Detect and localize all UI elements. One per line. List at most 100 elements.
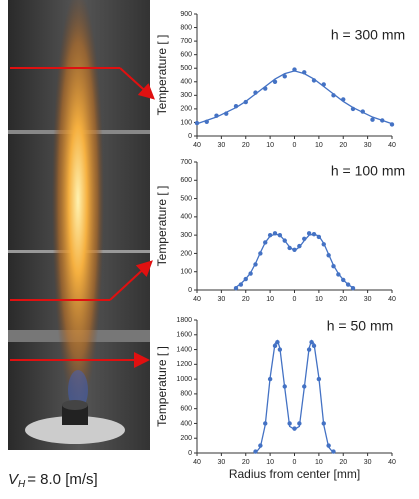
x-tick-label: 10 [315,142,323,149]
x-tick-label: 10 [315,296,323,303]
data-point [263,421,268,426]
data-point [316,234,322,240]
y-tick-label: 100 [180,119,192,126]
data-point [272,343,278,349]
data-point [297,243,302,249]
x-tick-label: 0 [293,459,297,466]
x-tick-label: 20 [339,296,347,303]
data-point [272,231,278,236]
data-point [243,99,248,105]
chart-label: h = 50 mm [327,318,394,334]
y-tick-label: 200 [180,106,192,113]
data-point [253,90,258,95]
data-point [389,122,395,127]
caption-text: = 8.0 [m/s] [27,471,97,488]
data-point [321,421,326,426]
y-tick-label: 1600 [176,332,192,339]
y-tick-label: 400 [180,214,192,221]
data-point [316,376,322,382]
data-point [360,109,365,114]
data-point [277,232,283,238]
caption: VH = 8.0 [m/s] [8,471,98,490]
y-tick-label: 600 [180,177,192,184]
y-tick-label: 0 [188,450,192,457]
y-tick-label: 100 [180,269,192,276]
data-point [282,74,287,79]
data-point [311,78,317,83]
y-axis-label: Temperature [ ] [155,346,169,427]
x-tick-label: 40 [388,142,396,149]
chart-label: h = 300 mm [331,27,405,43]
y-tick-label: 600 [180,406,192,413]
data-point [341,277,346,283]
y-tick-label: 800 [180,24,192,31]
data-point [380,118,385,123]
data-point [350,285,356,291]
fit-line [254,339,335,454]
x-tick-label: 30 [217,459,225,466]
x-tick-label: 20 [242,142,250,149]
data-point [287,421,292,426]
data-point [204,119,209,124]
data-point [306,231,312,236]
data-point [253,262,258,267]
data-point [321,242,326,247]
y-tick-label: 300 [180,232,192,239]
x-tick-label: 0 [293,142,297,149]
data-point [341,97,346,102]
x-tick-label: 30 [217,296,225,303]
x-tick-label: 40 [193,142,201,149]
y-tick-label: 200 [180,435,192,442]
data-point [214,113,219,118]
data-point [258,251,263,256]
x-tick-label: 30 [364,142,372,149]
x-tick-label: 20 [339,142,347,149]
x-tick-label: 10 [266,296,274,303]
x-tick-label: 30 [364,459,372,466]
x-tick-label: 30 [364,296,372,303]
data-point [277,347,283,352]
data-point [263,86,268,91]
x-tick-label: 40 [193,296,201,303]
data-point [292,247,297,252]
x-tick-label: 40 [388,296,396,303]
data-point [311,232,317,237]
fit-line [235,233,354,289]
data-point [275,339,280,345]
y-tick-label: 200 [180,250,192,257]
y-tick-label: 600 [180,52,192,59]
data-point [292,426,297,431]
data-point [309,339,314,345]
x-tick-label: 40 [388,459,396,466]
data-point [287,245,292,251]
data-point [267,376,273,382]
x-tick-label: 20 [339,459,347,466]
data-point [282,238,287,243]
caption-symbol: V [8,471,20,488]
x-tick-label: 20 [242,296,250,303]
y-tick-label: 700 [180,159,192,166]
y-tick-label: 500 [180,195,192,202]
data-point [302,384,307,389]
data-point [258,443,263,448]
data-point [370,117,375,122]
y-axis-label: Temperature [ ] [155,35,169,116]
data-point [272,79,278,84]
data-point [297,421,302,426]
data-point [253,449,258,454]
data-point [326,253,331,258]
x-tick-label: 10 [315,459,323,466]
x-tick-label: 10 [266,459,274,466]
x-tick-label: 30 [217,142,225,149]
data-point [224,111,229,116]
x-tick-label: 0 [293,296,297,303]
data-point [336,272,341,277]
data-point [331,93,336,98]
data-point [243,276,248,282]
y-tick-label: 400 [180,79,192,86]
caption-subscript: H [18,479,26,490]
data-point [282,384,287,389]
data-point [331,449,336,454]
x-tick-label: 10 [266,142,274,149]
